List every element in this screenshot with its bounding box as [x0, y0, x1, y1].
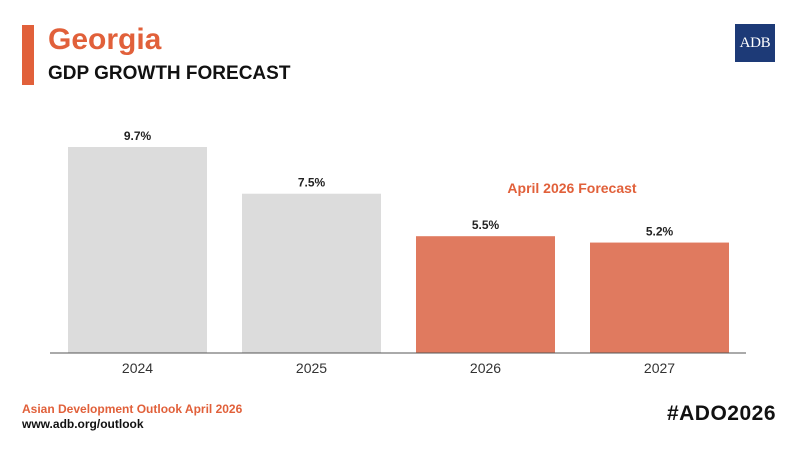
bar-2027 [590, 242, 729, 353]
category-label-2024: 2024 [122, 360, 153, 376]
bar-2025 [242, 193, 381, 353]
forecast-annotation: April 2026 Forecast [507, 180, 637, 196]
value-label-2027: 5.2% [646, 225, 674, 239]
source-url: www.adb.org/outlook [22, 417, 144, 431]
value-label-2025: 7.5% [298, 176, 326, 190]
value-label-2024: 9.7% [124, 129, 152, 143]
title-accent-bar [22, 25, 34, 85]
value-label-2026: 5.5% [472, 218, 500, 232]
labels-group: 9.7% 2024 7.5% 2025 5.5% 2026 5.2% 2027 [122, 129, 675, 376]
adb-logo: ADB [735, 24, 775, 62]
category-label-2026: 2026 [470, 360, 501, 376]
category-label-2027: 2027 [644, 360, 675, 376]
bars-group [68, 147, 729, 353]
country-title: Georgia [48, 23, 162, 56]
chart-title: GDP GROWTH FORECAST [48, 63, 291, 84]
bar-2026 [416, 236, 555, 353]
source-note: Asian Development Outlook April 2026 [22, 402, 243, 416]
hashtag: #ADO2026 [666, 402, 776, 425]
category-label-2025: 2025 [296, 360, 327, 376]
bar-2024 [68, 147, 207, 353]
